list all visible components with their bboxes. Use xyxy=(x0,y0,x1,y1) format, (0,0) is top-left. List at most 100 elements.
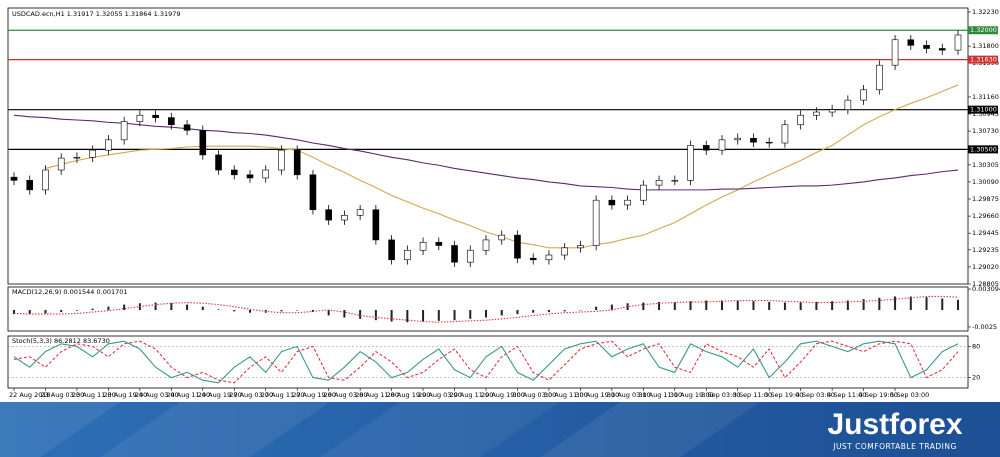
macd-title: MACD(12,26,9) 0.001544 0.001701 xyxy=(12,288,128,296)
candle-body xyxy=(702,145,710,151)
level-tag xyxy=(968,55,998,64)
macd-bar xyxy=(595,306,598,311)
macd-bar xyxy=(343,310,346,318)
x-tick-label: 29 Aug 03:00 xyxy=(418,391,462,399)
stripe xyxy=(540,402,760,457)
candle-body xyxy=(451,245,458,263)
x-tick-label: 24 Aug 19:00 xyxy=(198,391,242,399)
stoch-title: Stoch(5,3,3) 86.2812 83.6730 xyxy=(12,337,110,345)
candle-body xyxy=(655,180,663,186)
macd-bar xyxy=(154,302,157,311)
x-tick-label: 28 Aug 19:00 xyxy=(387,391,431,399)
candle-body xyxy=(278,149,285,171)
x-tick-label: 28 Aug 11:00 xyxy=(355,391,399,399)
macd-bar xyxy=(673,301,676,311)
candle-body xyxy=(152,114,159,118)
level-tag xyxy=(968,26,998,35)
y-tick-label: 1.29875 xyxy=(972,195,999,203)
macd-bar xyxy=(516,310,519,315)
candle-body xyxy=(435,242,443,246)
macd-bar xyxy=(217,309,220,311)
macd-bar xyxy=(170,303,173,311)
candle-body xyxy=(624,199,631,206)
y-tick-label: 1.30945 xyxy=(972,110,999,118)
candle-body xyxy=(466,249,474,263)
y-tick-label: 1.29445 xyxy=(972,229,999,237)
candle-body xyxy=(545,254,553,261)
candle-body xyxy=(828,109,836,113)
candle-body xyxy=(844,99,852,110)
x-tick-label: 27 Aug 19:00 xyxy=(292,391,336,399)
x-tick-label: 30 Aug 03:00 xyxy=(512,391,556,399)
candle-body xyxy=(199,130,207,156)
x-tick-label: 4 Sep 03:00 xyxy=(796,391,835,399)
macd-bar xyxy=(532,310,535,313)
y-tick-label: 0.003094 xyxy=(972,285,1000,293)
candle-body xyxy=(781,124,789,144)
candle-body xyxy=(73,157,81,159)
macd-bar xyxy=(768,301,771,311)
macd-bar xyxy=(547,310,550,313)
macd-bar xyxy=(626,303,629,311)
macd-bar xyxy=(658,301,661,311)
y-tick-label: -0.0025 xyxy=(972,323,997,331)
macd-bar xyxy=(721,300,723,311)
macd-bar xyxy=(437,310,440,321)
candle-body xyxy=(718,139,726,151)
candle-body xyxy=(293,149,301,176)
candle-body xyxy=(419,242,427,251)
candle-body xyxy=(860,89,867,101)
macd-bar xyxy=(186,304,189,311)
macd-bar xyxy=(60,310,63,313)
candle-body xyxy=(923,45,930,49)
macd-bar xyxy=(13,310,15,315)
x-tick-label: 23 Aug 19:00 xyxy=(103,391,147,399)
macd-bar xyxy=(815,301,818,311)
candle-body xyxy=(183,124,191,131)
candle-body xyxy=(42,169,49,191)
candle-body xyxy=(750,137,757,143)
level-label: 1.31630 xyxy=(970,56,997,64)
x-tick-label: 27 Aug 03:00 xyxy=(229,391,273,399)
macd-bar xyxy=(500,310,503,316)
macd-bar xyxy=(406,310,409,323)
macd-bar xyxy=(28,310,31,315)
level-tag xyxy=(968,105,998,114)
candle-body xyxy=(356,209,364,216)
x-tick-label: 30 Aug 11:00 xyxy=(544,391,588,399)
x-tick-label: 5 Sep 03:00 xyxy=(890,391,929,399)
macd-bar xyxy=(201,306,204,311)
macd-bar xyxy=(249,310,251,313)
x-tick-label: 24 Aug 03:00 xyxy=(135,391,179,399)
macd-bar xyxy=(123,304,126,311)
background xyxy=(0,0,1000,402)
y-tick-label: 1.31160 xyxy=(972,93,999,101)
candle-body xyxy=(907,39,915,46)
candle-body xyxy=(687,145,694,181)
y-tick-label: 1.29020 xyxy=(972,263,999,271)
y-tick-label: 1.30305 xyxy=(972,161,999,169)
macd-bar xyxy=(909,296,912,311)
brand-tagline: JUST COMFORTABLE TRADING xyxy=(832,442,957,451)
macd-bar xyxy=(390,310,393,322)
candle-body xyxy=(388,239,395,261)
level-label: 1.31000 xyxy=(970,106,997,114)
y-tick-label: 1.29235 xyxy=(972,246,999,254)
candle-body xyxy=(404,249,411,261)
macd-bar xyxy=(878,297,881,311)
y-tick-label: 1.28805 xyxy=(972,280,999,288)
y-tick-label: 1.32230 xyxy=(972,8,999,16)
y-tick-label: 20 xyxy=(972,374,980,382)
candle-body xyxy=(876,64,883,91)
candle-body xyxy=(325,209,332,221)
candle-body xyxy=(529,257,537,261)
candle-body xyxy=(671,180,679,182)
x-tick-label: 31 Aug 03:00 xyxy=(607,391,651,399)
y-tick-label: 1.30090 xyxy=(972,178,999,186)
x-tick-label: 27 Aug 11:00 xyxy=(261,391,305,399)
candle-body xyxy=(10,176,18,181)
candle-body xyxy=(309,174,317,211)
candle-body xyxy=(640,184,647,201)
candle-body xyxy=(813,111,820,116)
